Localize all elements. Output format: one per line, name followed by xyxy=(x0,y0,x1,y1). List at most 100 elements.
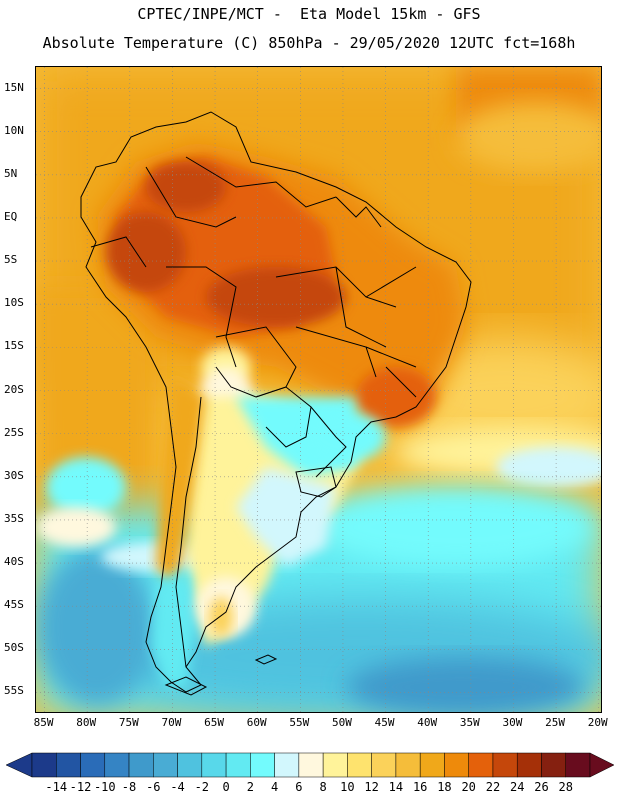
colorbar-swatch xyxy=(468,752,494,778)
field-pacific-pale xyxy=(36,507,116,547)
border-peru-brazil xyxy=(166,266,237,368)
colorbar-label: -6 xyxy=(146,780,161,794)
continent-field xyxy=(96,142,466,687)
tierra-del-fuego xyxy=(164,676,208,696)
colorbar-label: 20 xyxy=(461,780,476,794)
border-brazil-states xyxy=(275,266,417,398)
colorbar-arrow-right xyxy=(589,752,615,778)
colorbar-swatch xyxy=(444,752,469,778)
lat-label: 15S xyxy=(4,339,24,353)
lat-label: EQ xyxy=(4,209,18,223)
se-brazil-warm xyxy=(356,367,436,427)
lon-label: 50W xyxy=(332,716,352,729)
field-pacific-cyan xyxy=(46,457,126,517)
lat-label: 40S xyxy=(4,555,24,569)
lat-label: 50S xyxy=(4,641,24,655)
lat-label: 10N xyxy=(4,123,24,137)
colorbar-swatch xyxy=(347,752,372,778)
colorbar-swatch xyxy=(153,752,178,778)
lon-label: 85W xyxy=(33,716,54,729)
colorbar-label: 14 xyxy=(388,780,404,794)
lat-label: 10S xyxy=(4,296,24,310)
temperature-map[interactable] xyxy=(35,66,602,713)
colorbar-label: -14 xyxy=(45,780,68,794)
colorbar-label: 18 xyxy=(437,780,452,794)
lat-label: 30S xyxy=(4,468,24,482)
colorbar-swatch xyxy=(201,752,227,778)
field-atlantic-lightcyan xyxy=(496,447,601,487)
lon-label: 65W xyxy=(204,716,224,729)
map-canvas xyxy=(36,67,601,712)
andes-warm xyxy=(156,377,206,587)
colorbar-label: 10 xyxy=(340,780,355,794)
graticule xyxy=(36,67,601,712)
lon-label: 25W xyxy=(545,716,566,729)
boundaries xyxy=(80,111,472,696)
colorbar-label: 26 xyxy=(534,780,549,794)
map-title-line2: Absolute Temperature (C) 850hPa - 29/05/… xyxy=(42,34,576,52)
colorbar-swatch xyxy=(371,752,397,778)
colorbar-label: -8 xyxy=(121,780,137,794)
coastline xyxy=(80,111,472,693)
field-deep-blue xyxy=(346,657,586,712)
lon-label: 45W xyxy=(374,716,395,729)
pampas-pale xyxy=(236,467,336,567)
colorbar-label: 28 xyxy=(558,780,573,794)
colorbar-label: 4 xyxy=(270,780,279,794)
lat-label: 55S xyxy=(4,684,24,698)
colorbar-label: 12 xyxy=(364,780,379,794)
lat-label: 5S xyxy=(4,253,18,267)
border-venezuela xyxy=(185,156,337,208)
parana-cyan xyxy=(306,412,386,462)
lat-label: 15N xyxy=(4,80,24,94)
lat-label: 20S xyxy=(4,382,24,396)
colorbar xyxy=(5,752,615,778)
colorbar-label: -4 xyxy=(170,780,185,794)
lat-label: 45S xyxy=(4,598,24,612)
colorbar-label: 24 xyxy=(509,780,525,794)
colorbar-swatch xyxy=(177,752,203,778)
lon-label: 40W xyxy=(417,716,438,729)
field-atlantic-cyan xyxy=(316,487,596,567)
lon-label: 30W xyxy=(502,716,523,729)
lon-label: 75W xyxy=(118,716,139,729)
colorbar-label: 22 xyxy=(485,780,501,794)
colorbar-label: -2 xyxy=(194,780,210,794)
brazil-core-hot xyxy=(206,267,346,327)
lon-label: 35W xyxy=(459,716,480,729)
lon-label: 60W xyxy=(246,716,267,729)
lat-label: 25S xyxy=(4,425,24,439)
colorbar-label: -12 xyxy=(69,780,92,794)
colorbar-swatch xyxy=(128,752,154,778)
border-colombia xyxy=(145,166,237,228)
temperature-field xyxy=(36,67,601,712)
colorbar-swatch xyxy=(322,752,348,778)
colorbar-swatch xyxy=(56,752,81,778)
colorbar-swatch xyxy=(31,752,57,778)
colorbar-swatch xyxy=(274,752,300,778)
border-uruguay xyxy=(295,466,337,498)
colorbar-arrow-left xyxy=(5,752,33,778)
colorbar-swatch xyxy=(225,752,251,778)
colorbar-label: 6 xyxy=(295,780,303,794)
colorbar-label: 16 xyxy=(412,780,428,794)
colorbar-swatch xyxy=(419,752,445,778)
colorbar-swatch xyxy=(80,752,106,778)
colorbar-label: 0 xyxy=(222,780,230,794)
border-guianas xyxy=(335,196,382,228)
lat-label: 5N xyxy=(4,166,18,180)
lon-label: 80W xyxy=(76,716,97,729)
colorbar-swatch xyxy=(541,752,566,778)
colorbar-swatch xyxy=(250,752,275,778)
map-title-line1: CPTEC/INPE/MCT - Eta Model 15km - GFS xyxy=(137,5,481,23)
colorbar-label: -10 xyxy=(93,780,116,794)
border-argentina-brazil xyxy=(310,406,347,478)
colorbar-label: 2 xyxy=(246,780,254,794)
colorbar-swatch xyxy=(104,752,130,778)
lon-label: 70W xyxy=(161,716,182,729)
colorbar-swatch xyxy=(395,752,421,778)
colorbar-swatch xyxy=(492,752,518,778)
border-paraguay xyxy=(255,386,312,448)
field-ne-light xyxy=(456,102,601,172)
colorbar-label: 8 xyxy=(319,780,327,794)
